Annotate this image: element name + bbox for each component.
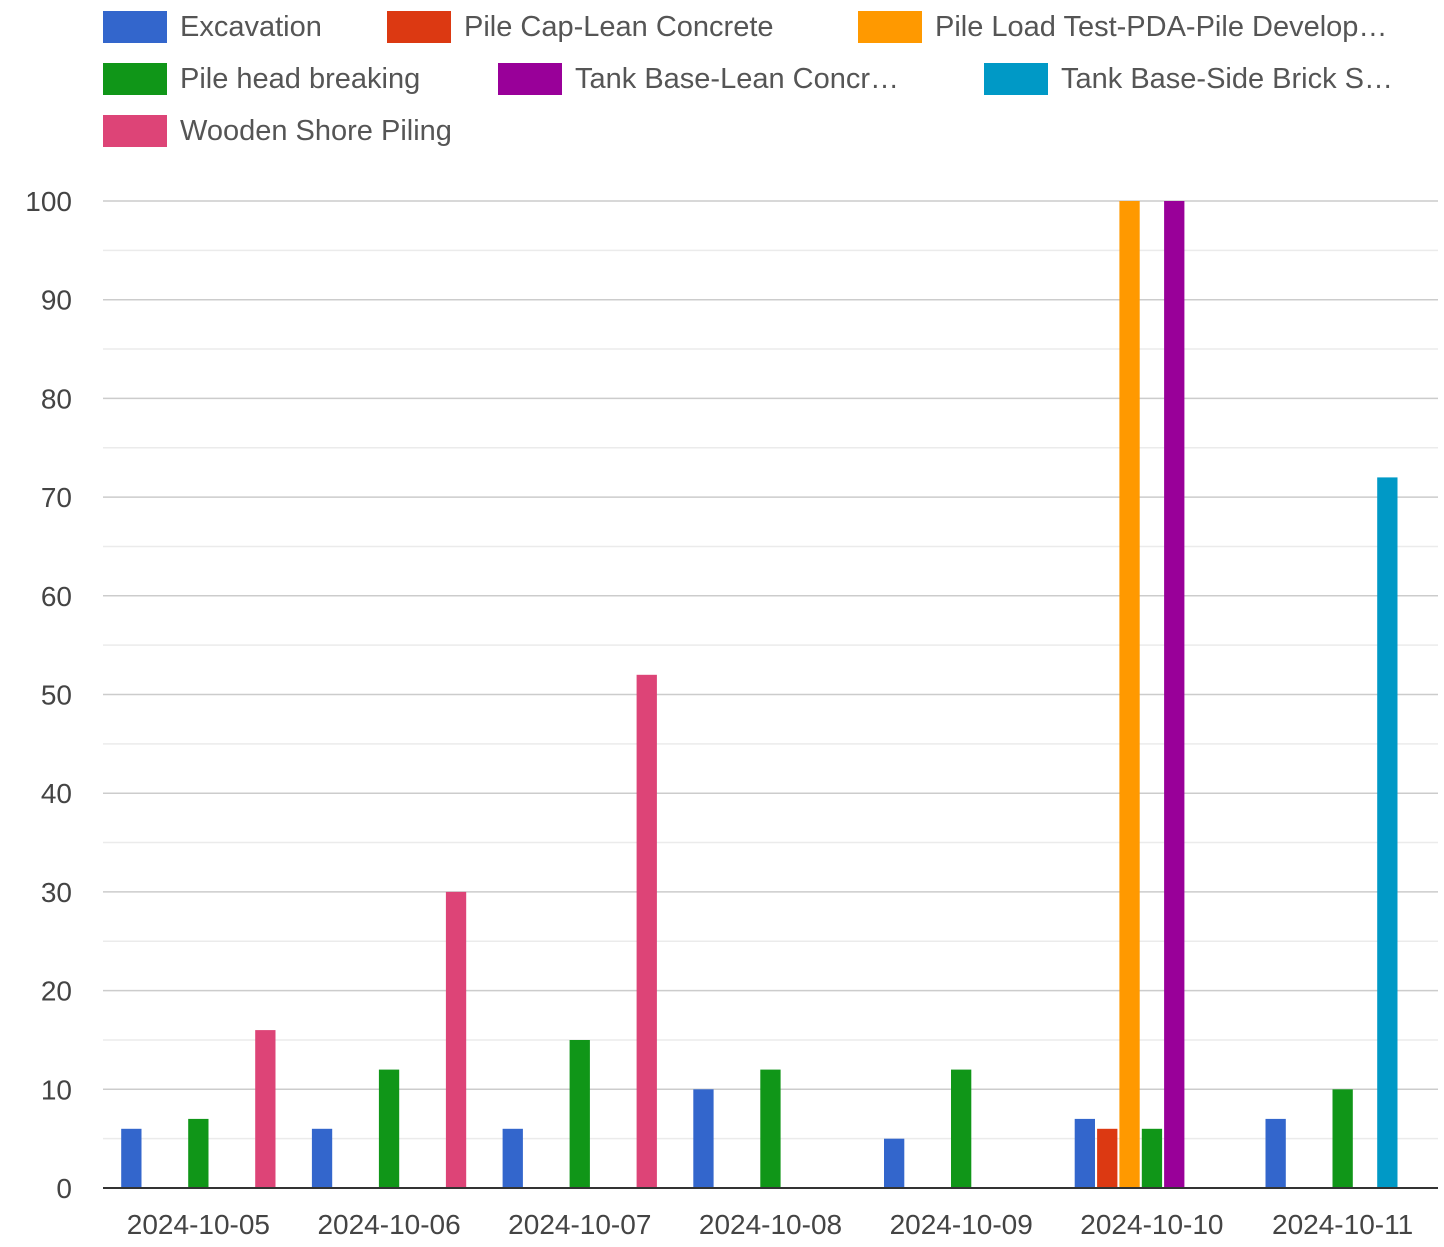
bar[interactable] bbox=[951, 1069, 972, 1188]
y-tick-label: 20 bbox=[41, 976, 72, 1007]
legend-item-tank-base-side-brick[interactable]: Tank Base-Side Brick S… bbox=[984, 62, 1393, 96]
bar[interactable] bbox=[1119, 201, 1140, 1188]
x-tick-label: 2024-10-09 bbox=[890, 1209, 1033, 1240]
legend-swatch-pile-cap-lean-concrete bbox=[387, 11, 451, 43]
bars bbox=[121, 201, 1420, 1188]
y-tick-label: 30 bbox=[41, 877, 72, 908]
legend-item-pile-load-test[interactable]: Pile Load Test-PDA-Pile Develop… bbox=[858, 10, 1387, 44]
bar[interactable] bbox=[1377, 477, 1398, 1188]
bar[interactable] bbox=[693, 1089, 714, 1188]
x-tick-label: 2024-10-06 bbox=[317, 1209, 460, 1240]
gridlines bbox=[103, 200, 1438, 1140]
y-tick-label: 60 bbox=[41, 581, 72, 612]
bar[interactable] bbox=[760, 1069, 781, 1188]
y-axis-tick-labels: 0 10 20 30 40 50 60 70 80 90 100 bbox=[25, 186, 72, 1204]
bar[interactable] bbox=[884, 1138, 905, 1188]
x-tick-label: 2024-10-08 bbox=[699, 1209, 842, 1240]
bar[interactable] bbox=[1164, 201, 1185, 1188]
bar[interactable] bbox=[1332, 1089, 1353, 1188]
chart-legend: Excavation Pile Cap-Lean Concrete Pile L… bbox=[0, 0, 1444, 160]
x-tick-label: 2024-10-10 bbox=[1080, 1209, 1223, 1240]
bar[interactable] bbox=[636, 674, 657, 1188]
y-tick-label: 0 bbox=[56, 1173, 72, 1204]
bar[interactable] bbox=[121, 1128, 142, 1188]
legend-swatch-wooden-shore-piling bbox=[103, 115, 167, 147]
bar[interactable] bbox=[502, 1128, 523, 1188]
x-tick-label: 2024-10-11 bbox=[1272, 1209, 1413, 1240]
x-axis-tick-labels: 2024-10-05 2024-10-06 2024-10-07 2024-10-08… bbox=[127, 1209, 1413, 1240]
x-tick-label: 2024-10-05 bbox=[127, 1209, 270, 1240]
legend-item-excavation[interactable]: Excavation bbox=[103, 10, 322, 44]
legend-swatch-tank-base-side-brick bbox=[984, 63, 1048, 95]
legend-item-pile-cap-lean-concrete[interactable]: Pile Cap-Lean Concrete bbox=[387, 10, 774, 44]
bar[interactable] bbox=[1074, 1118, 1095, 1188]
bar[interactable] bbox=[1265, 1118, 1286, 1188]
bar[interactable] bbox=[1097, 1128, 1118, 1188]
legend-swatch-pile-head-breaking bbox=[103, 63, 167, 95]
y-tick-label: 100 bbox=[25, 186, 72, 217]
legend-item-tank-base-lean-concrete[interactable]: Tank Base-Lean Concr… bbox=[498, 62, 899, 96]
bar[interactable] bbox=[378, 1069, 400, 1188]
y-tick-label: 40 bbox=[41, 778, 72, 809]
legend-item-pile-head-breaking[interactable]: Pile head breaking bbox=[103, 62, 420, 96]
bar[interactable] bbox=[1141, 1128, 1163, 1188]
legend-item-wooden-shore-piling[interactable]: Wooden Shore Piling bbox=[103, 114, 452, 148]
y-tick-label: 70 bbox=[41, 482, 72, 513]
bar[interactable] bbox=[255, 1030, 276, 1188]
x-tick-label: 2024-10-07 bbox=[508, 1209, 651, 1240]
bar[interactable] bbox=[311, 1128, 333, 1188]
y-tick-label: 50 bbox=[41, 680, 72, 711]
y-tick-label: 80 bbox=[41, 383, 72, 414]
bar[interactable] bbox=[445, 891, 467, 1188]
bar[interactable] bbox=[569, 1040, 590, 1188]
y-tick-label: 10 bbox=[41, 1074, 72, 1105]
y-tick-label: 90 bbox=[41, 285, 72, 316]
bar[interactable] bbox=[188, 1118, 209, 1188]
legend-swatch-pile-load-test bbox=[858, 11, 922, 43]
legend-swatch-tank-base-lean-concrete bbox=[498, 63, 562, 95]
legend-swatch-excavation bbox=[103, 11, 167, 43]
